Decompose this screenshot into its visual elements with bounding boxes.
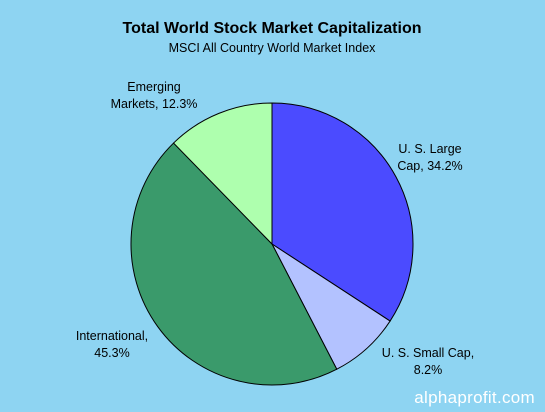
slice-label-emerging-markets: Emerging Markets, 12.3%	[111, 80, 198, 111]
slice-label-international: International, 45.3%	[76, 329, 148, 360]
slice-label-line1: Emerging	[127, 80, 181, 94]
slice-label-line2: Markets, 12.3%	[111, 97, 198, 111]
slice-label-line1: U. S. Small Cap,	[382, 346, 474, 360]
slice-label-line2: 45.3%	[94, 346, 129, 360]
chart-title: Total World Stock Market Capitalization	[123, 20, 422, 37]
watermark: alphaprofit.com	[414, 388, 535, 407]
slice-label-line1: U. S. Large	[398, 142, 461, 156]
slice-label-line2: 8.2%	[414, 363, 443, 377]
slice-label-us-large-cap: U. S. Large Cap, 34.2%	[397, 142, 462, 173]
slice-label-us-small-cap: U. S. Small Cap, 8.2%	[382, 346, 474, 377]
pie-slices	[130, 102, 414, 386]
pie-slice-international	[130, 142, 338, 386]
pie-slice-emerging-markets	[172, 102, 273, 246]
slice-label-line2: Cap, 34.2%	[397, 159, 462, 173]
slice-label-line1: International,	[76, 329, 148, 343]
chart-subtitle: MSCI All Country World Market Index	[169, 41, 377, 55]
